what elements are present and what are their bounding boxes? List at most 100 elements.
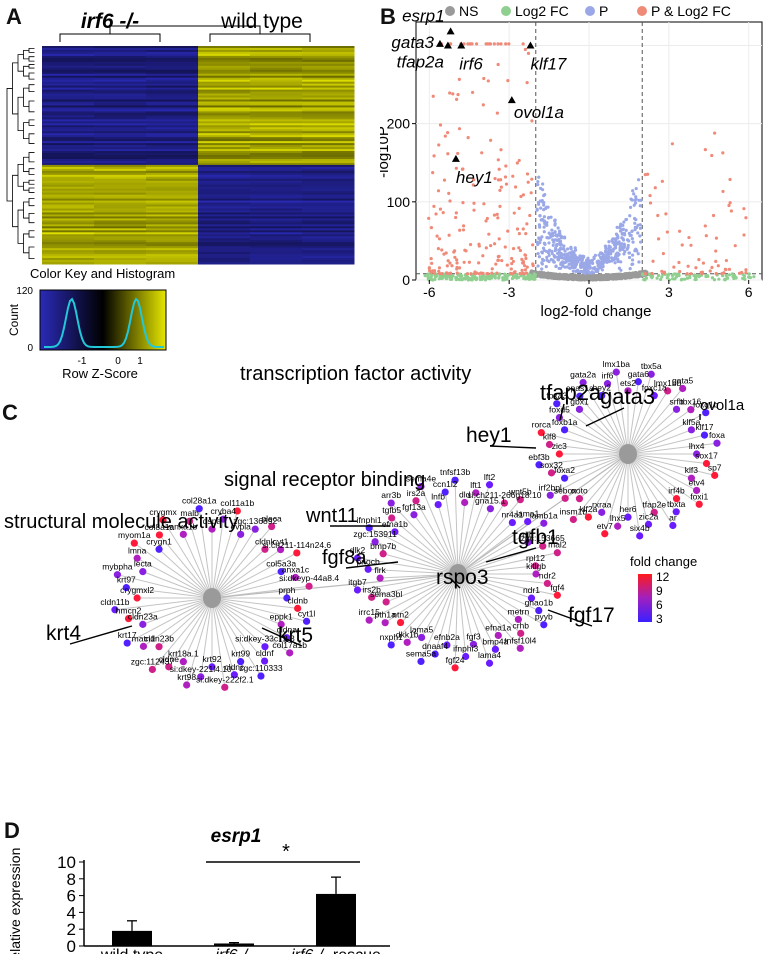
heatmap-cell	[94, 236, 147, 239]
heatmap-cell	[302, 216, 355, 219]
p-point	[600, 268, 604, 272]
heatmap-cell	[42, 158, 95, 162]
heatmap-cell	[94, 228, 147, 231]
p-point	[610, 256, 614, 260]
p-point	[622, 243, 627, 247]
network-edge	[390, 502, 459, 575]
heatmap-cell	[42, 176, 95, 180]
heatmap-cell	[250, 176, 303, 180]
sig-point	[517, 206, 521, 210]
heatmap-cell	[250, 220, 303, 223]
heatmap-cell	[250, 198, 303, 202]
heatmap-cell	[302, 141, 355, 144]
heatmap-cell	[250, 188, 303, 192]
p-point	[633, 221, 637, 225]
fc-point	[640, 272, 645, 276]
sig-point	[452, 249, 457, 253]
network-edge	[627, 390, 669, 455]
ns-point	[536, 271, 540, 275]
category-label: wild type	[100, 947, 163, 954]
heatmap-cell	[94, 204, 147, 208]
heatmap-cell	[42, 214, 95, 217]
fc-point	[727, 273, 732, 277]
heatmap-cell	[250, 131, 303, 134]
sig-point	[670, 142, 674, 146]
heatmap-cell	[198, 59, 251, 63]
p-point	[583, 271, 587, 275]
heatmap-cell	[94, 129, 147, 132]
heatmap-cell	[302, 101, 355, 104]
network-edge	[168, 597, 213, 668]
gene-node	[500, 499, 509, 507]
sig-point	[727, 267, 732, 271]
sig-point	[485, 272, 489, 276]
sig-point	[432, 204, 436, 208]
heatmap-cell	[198, 121, 251, 124]
sig-point	[510, 261, 514, 266]
heatmap-cell	[94, 156, 147, 160]
heatmap-cell	[198, 236, 251, 239]
heatmap-cell	[302, 222, 355, 225]
heatmap-cell	[198, 95, 251, 99]
gene-node-label: hey2	[593, 383, 612, 393]
ns-point	[612, 275, 616, 279]
p-point	[557, 237, 561, 242]
heatmap-cell	[302, 178, 355, 182]
labeled-point-marker	[435, 39, 444, 47]
network-edge	[457, 492, 477, 575]
sig-point	[694, 266, 698, 270]
fc-point	[525, 275, 529, 279]
gene-node-label: evpla	[230, 521, 251, 531]
heatmap-cell	[302, 55, 355, 59]
network-edge	[114, 597, 213, 611]
heatmap-cell	[198, 75, 251, 79]
heatmap-cell	[94, 190, 147, 194]
gene-node-label: efna1a	[485, 622, 511, 632]
gene-node	[603, 380, 612, 388]
fc-point	[674, 275, 678, 279]
gene-node-label: lmx1ba	[603, 359, 631, 369]
network-edge	[627, 412, 706, 455]
heatmap-cell	[42, 107, 95, 110]
heatmap-cell	[42, 73, 95, 77]
fold-change-legend-title: fold change	[630, 554, 697, 569]
heatmap-cell	[250, 212, 303, 215]
heatmap-cell	[250, 224, 303, 227]
fc-point	[510, 276, 515, 281]
dendrogram-branch	[17, 164, 24, 187]
gene-node-label: klf2a	[579, 504, 597, 514]
p-point	[565, 253, 569, 257]
sig-point	[733, 244, 737, 248]
p-point	[542, 194, 546, 198]
gene-node-label: gata2a	[570, 369, 596, 379]
dendrogram-branch	[23, 49, 29, 60]
heatmap-cell	[302, 111, 355, 114]
gene-node	[431, 650, 439, 658]
gene-node	[417, 657, 425, 666]
heatmap-cell	[94, 153, 147, 156]
network-edge	[627, 408, 677, 455]
gene-node-label: foxd5	[549, 405, 570, 415]
gene-node	[575, 495, 584, 503]
network-edge	[357, 573, 459, 591]
highlight-gene-label: fgf8a	[322, 547, 367, 569]
heatmap-cell	[94, 61, 147, 65]
heatmap-cell	[146, 61, 199, 65]
p-point	[588, 266, 592, 270]
p-point	[600, 259, 605, 263]
volcano-points	[423, 42, 756, 282]
highlight-gene-label: tgfb1	[512, 526, 559, 549]
heatmap-cell	[94, 131, 147, 134]
network-edge	[420, 486, 459, 575]
sig-point	[434, 212, 438, 216]
heatmap-cell	[42, 170, 95, 174]
gene-node-label: lecta	[134, 559, 152, 569]
p-point	[592, 267, 597, 271]
fc-point	[466, 278, 471, 282]
network-edge	[604, 453, 629, 534]
bar-chart-bars: wild typeirf6-/-irf6-/- rescue	[100, 876, 381, 954]
p-point	[614, 236, 619, 241]
heatmap-cell	[302, 123, 355, 126]
p-point	[572, 264, 577, 268]
heatmap-cell	[94, 182, 147, 186]
